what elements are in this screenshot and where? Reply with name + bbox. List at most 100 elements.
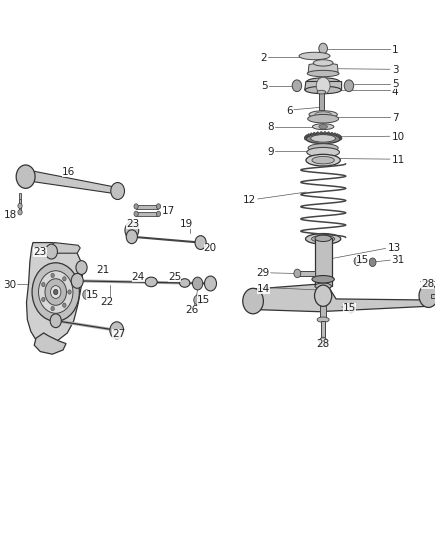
Circle shape [354,257,361,265]
Circle shape [83,290,91,300]
Circle shape [304,137,307,140]
Ellipse shape [317,90,326,94]
Circle shape [324,132,326,135]
Circle shape [128,226,135,235]
Text: 11: 11 [392,155,405,165]
Circle shape [339,137,342,140]
Text: 15: 15 [356,255,370,265]
Circle shape [347,303,355,313]
Bar [319,92,324,110]
Circle shape [306,135,308,138]
Ellipse shape [315,283,331,289]
Circle shape [316,132,319,135]
Circle shape [319,43,328,54]
Circle shape [68,290,71,294]
Ellipse shape [315,112,331,117]
Circle shape [319,290,328,301]
Circle shape [334,133,336,136]
Polygon shape [34,333,66,354]
Bar [19,192,21,206]
Ellipse shape [312,124,334,130]
Circle shape [111,182,124,199]
Bar [431,294,438,298]
Circle shape [243,288,263,314]
Circle shape [16,165,35,188]
Ellipse shape [306,155,340,166]
Circle shape [313,132,316,135]
Circle shape [134,211,138,216]
Circle shape [115,187,120,195]
Circle shape [294,269,301,278]
Circle shape [113,326,120,335]
Circle shape [369,258,376,266]
Text: 3: 3 [392,65,399,75]
Circle shape [338,135,340,138]
Ellipse shape [148,279,154,285]
Circle shape [110,322,124,339]
Bar [320,286,326,320]
Text: 29: 29 [257,269,270,278]
Text: 31: 31 [391,255,404,265]
Ellipse shape [317,317,329,322]
Circle shape [71,273,83,288]
Text: 10: 10 [392,132,405,142]
Ellipse shape [307,148,339,157]
Circle shape [125,222,139,239]
Circle shape [319,337,327,347]
Text: 13: 13 [388,244,401,253]
Circle shape [426,293,431,298]
Circle shape [208,280,213,287]
Ellipse shape [182,280,187,285]
Circle shape [192,277,203,290]
Text: 15: 15 [197,295,210,305]
Circle shape [76,261,87,274]
Bar [136,212,159,216]
Circle shape [51,273,54,278]
Text: 20: 20 [204,244,217,253]
Text: 25: 25 [168,272,181,282]
Text: 28: 28 [317,338,330,349]
Circle shape [129,233,134,240]
Circle shape [198,239,203,246]
Text: 15: 15 [86,289,99,300]
Text: 7: 7 [392,112,399,123]
Circle shape [32,263,79,321]
Text: 23: 23 [33,247,47,256]
Ellipse shape [306,133,341,144]
Circle shape [205,276,216,291]
Circle shape [18,203,22,208]
Circle shape [74,277,80,285]
Circle shape [50,286,61,298]
Circle shape [49,248,54,255]
Ellipse shape [312,157,334,164]
Bar [315,238,332,286]
Text: 24: 24 [132,272,145,282]
Circle shape [195,280,200,287]
Ellipse shape [312,276,334,283]
Text: 5: 5 [261,81,268,91]
Circle shape [194,295,201,305]
Ellipse shape [306,78,340,86]
Circle shape [50,314,61,328]
Circle shape [247,294,259,308]
Circle shape [156,211,161,216]
Circle shape [53,318,58,324]
Ellipse shape [299,52,330,60]
Circle shape [307,134,310,137]
Polygon shape [305,82,342,90]
Text: 6: 6 [286,106,293,116]
Ellipse shape [307,70,339,77]
Text: 21: 21 [96,265,110,275]
Text: 23: 23 [127,219,140,229]
Text: 18: 18 [4,211,17,221]
Polygon shape [26,243,83,344]
Text: 4: 4 [392,87,399,97]
Ellipse shape [309,111,337,118]
Polygon shape [26,171,119,194]
Circle shape [42,297,45,302]
Polygon shape [308,62,338,74]
Text: 16: 16 [62,167,75,177]
Text: 26: 26 [185,305,199,315]
Ellipse shape [311,236,335,243]
Ellipse shape [319,125,328,129]
